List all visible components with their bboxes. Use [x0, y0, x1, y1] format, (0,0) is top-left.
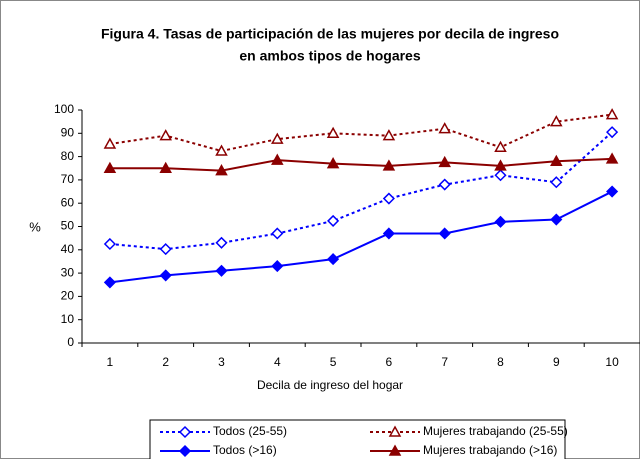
y-tick-label: 90: [61, 125, 75, 139]
y-tick-label: 100: [54, 102, 74, 116]
legend-label: Mujeres trabajando (>16): [423, 443, 557, 457]
marker: [103, 237, 116, 251]
marker: [178, 444, 192, 458]
marker: [494, 169, 507, 182]
legend-label: Todos (25-55): [213, 424, 287, 438]
legend-label: Mujeres trabajando (25-55): [423, 424, 568, 438]
marker: [103, 276, 116, 289]
y-tick-label: 70: [61, 172, 75, 186]
y-axis-label: %: [29, 219, 41, 234]
x-axis-label: Decila de ingreso del hogar: [257, 378, 403, 392]
y-tick-label: 30: [61, 265, 75, 279]
marker: [382, 192, 395, 205]
y-tick-label: 50: [61, 219, 75, 233]
marker: [326, 157, 340, 169]
y-tick-label: 80: [61, 149, 75, 163]
x-tick-label: 4: [274, 355, 281, 369]
marker: [388, 444, 402, 456]
marker: [438, 122, 451, 134]
marker: [550, 115, 563, 127]
marker: [382, 227, 395, 240]
series-line: [109, 157, 613, 172]
x-tick-label: 6: [386, 355, 393, 369]
marker: [103, 161, 117, 173]
x-tick-label: 1: [107, 355, 114, 369]
marker: [327, 214, 340, 227]
marker: [159, 269, 172, 282]
x-tick-label: 3: [218, 355, 225, 369]
x-tick-label: 5: [330, 355, 337, 369]
x-tick-label: 9: [553, 355, 560, 369]
series-line: [109, 190, 613, 284]
legend-label: Todos (>16): [213, 443, 277, 457]
marker: [271, 227, 284, 240]
marker: [159, 161, 172, 173]
x-tick-label: 8: [497, 355, 504, 369]
marker: [382, 129, 396, 141]
marker: [215, 164, 228, 176]
marker: [215, 264, 228, 277]
marker: [550, 154, 563, 167]
marker: [215, 144, 228, 156]
marker: [326, 126, 340, 139]
marker: [494, 159, 507, 171]
marker: [605, 108, 619, 120]
marker: [215, 236, 228, 249]
marker: [159, 129, 172, 141]
y-tick-label: 40: [61, 242, 75, 256]
marker: [606, 126, 619, 139]
marker: [271, 260, 284, 273]
marker: [382, 159, 396, 171]
marker: [438, 227, 451, 240]
marker: [438, 178, 451, 191]
marker: [438, 155, 451, 168]
marker: [103, 137, 117, 149]
marker: [606, 185, 619, 198]
marker: [388, 425, 402, 437]
marker: [327, 253, 340, 266]
chart-title: en ambos tipos de hogares: [239, 48, 420, 64]
y-tick-label: 10: [61, 312, 75, 326]
y-tick-label: 20: [61, 289, 75, 303]
x-tick-label: 10: [605, 355, 619, 369]
y-tick-label: 60: [61, 195, 75, 209]
chart-title: Figura 4. Tasas de participación de las …: [101, 26, 559, 42]
marker: [159, 243, 172, 256]
x-tick-label: 7: [441, 355, 448, 369]
x-tick-label: 2: [162, 355, 169, 369]
marker: [494, 140, 507, 153]
marker: [494, 215, 507, 228]
series-line: [109, 113, 613, 153]
series-line: [109, 131, 613, 251]
marker: [271, 153, 284, 165]
legend-box: [149, 419, 566, 459]
marker: [178, 425, 192, 439]
marker: [550, 176, 563, 189]
marker: [271, 132, 284, 144]
y-tick-label: 0: [67, 335, 74, 349]
marker: [550, 213, 563, 226]
marker: [605, 152, 619, 164]
